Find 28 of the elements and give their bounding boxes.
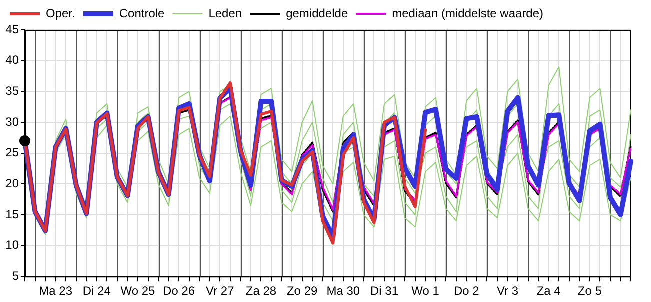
y-tick-label: 15: [6, 207, 20, 222]
x-tick-label: Do 2: [454, 284, 480, 298]
legend-label: mediaan (middelste waarde): [392, 6, 544, 20]
x-tick-label: Zo 29: [286, 284, 318, 298]
legend-label: gemiddelde: [286, 6, 348, 20]
x-tick-label: Zo 5: [578, 284, 602, 298]
x-tick-label: Ma 30: [326, 284, 360, 298]
y-tick-label: 30: [6, 114, 20, 129]
legend-label: Oper.: [46, 6, 76, 20]
y-tick-label: 10: [6, 238, 20, 252]
x-tick-label: Vr 27: [206, 284, 235, 298]
x-tick-label: Vr 3: [496, 284, 519, 298]
legend-label: Controle: [119, 6, 166, 20]
legend-label: Leden: [208, 6, 242, 20]
x-tick-label: Wo 1: [412, 284, 440, 298]
y-tick-label: 45: [6, 22, 20, 36]
x-tick-label: Do 26: [163, 284, 196, 298]
x-tick-label: Wo 25: [120, 284, 156, 298]
x-tick-label: Za 28: [246, 284, 277, 298]
y-tick-label: 25: [6, 146, 20, 160]
y-tick-label: 5: [12, 268, 20, 283]
x-tick-label: Ma 23: [39, 284, 73, 298]
x-tick-label: Di 31: [370, 284, 399, 298]
y-tick-label: 20: [6, 176, 20, 190]
x-tick-label: Za 4: [536, 284, 562, 298]
y-tick-label: 40: [6, 53, 20, 68]
y-tick-label: 35: [6, 84, 20, 98]
x-tick-label: Di 24: [82, 284, 112, 298]
